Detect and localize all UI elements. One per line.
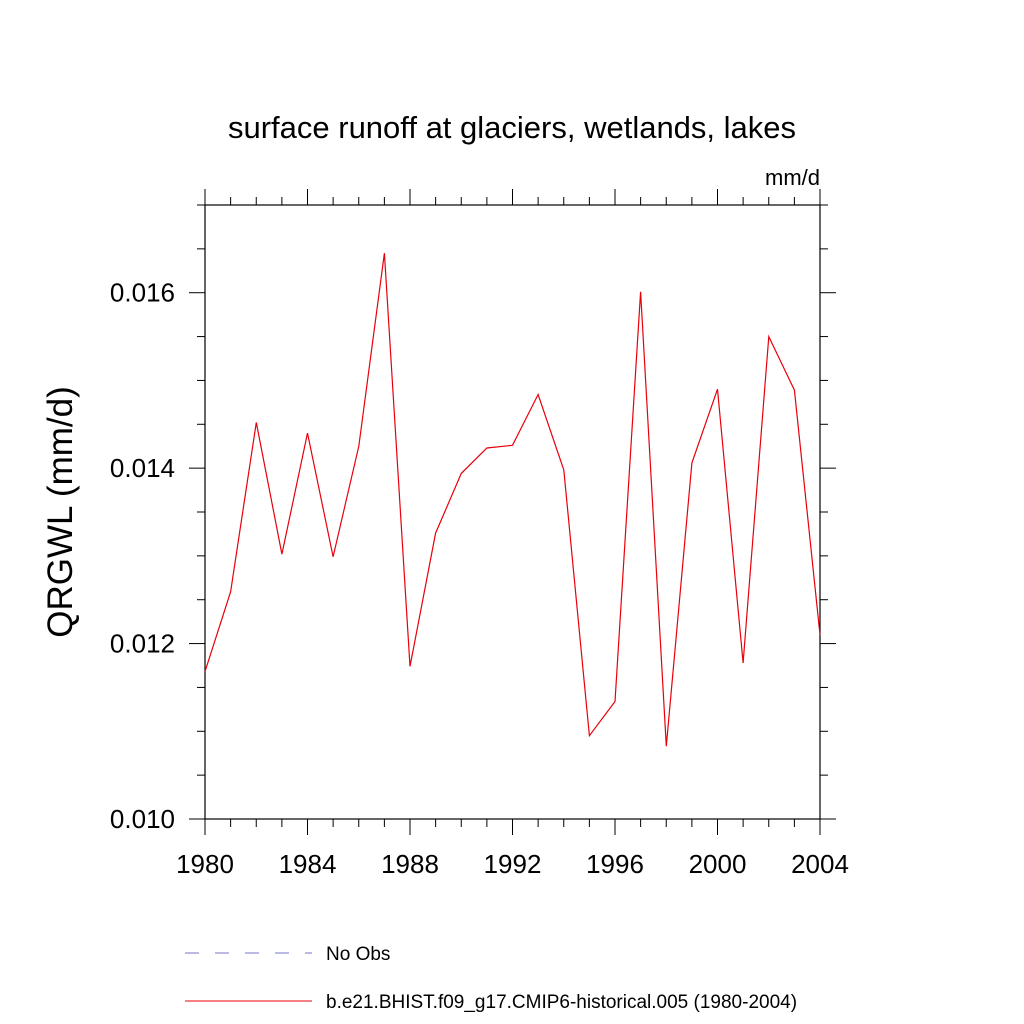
x-tick-label: 1992 <box>484 849 542 879</box>
axis-ticks <box>189 189 836 835</box>
legend-label: No Obs <box>326 944 390 965</box>
y-tick-label: 0.016 <box>110 278 175 308</box>
tick-labels: 1980 1984 1988 1992 1996 2000 2004 0.010 0.012 0.… <box>110 278 849 879</box>
x-tick-label: 1996 <box>586 849 644 879</box>
y-tick-label: 0.012 <box>110 629 175 659</box>
x-tick-label: 2004 <box>791 849 849 879</box>
x-tick-label: 1988 <box>381 849 439 879</box>
units-label: mm/d <box>765 165 820 190</box>
chart-title: surface runoff at glaciers, wetlands, la… <box>228 110 796 145</box>
x-tick-label: 1980 <box>176 849 234 879</box>
y-axis-label: QRGWL (mm/d) <box>41 386 80 637</box>
y-tick-label: 0.014 <box>110 453 175 483</box>
legend: No Obs b.e21.BHIST.f09_g17.CMIP6-historic… <box>185 944 797 1013</box>
series-group <box>204 253 821 747</box>
x-tick-label: 2000 <box>689 849 747 879</box>
series-line <box>204 253 821 747</box>
x-tick-label: 1984 <box>279 849 337 879</box>
y-tick-label: 0.010 <box>110 804 175 834</box>
plot-frame <box>204 204 821 820</box>
legend-label: b.e21.BHIST.f09_g17.CMIP6-historical.005… <box>326 992 797 1013</box>
